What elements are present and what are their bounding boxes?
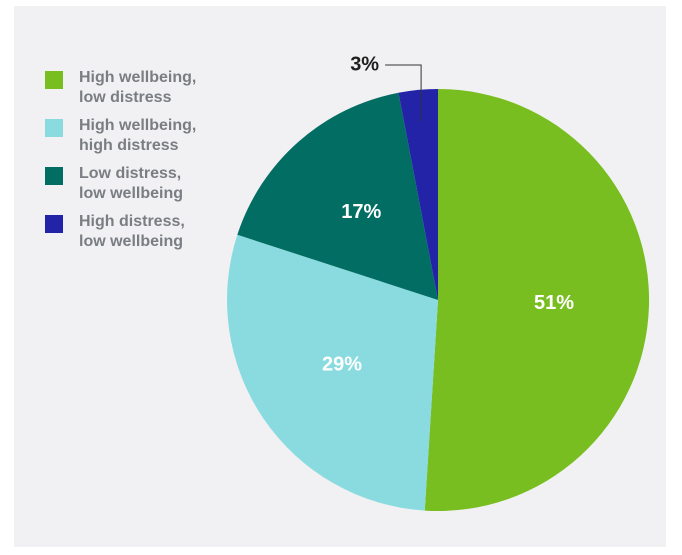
slice-label: 17% [341,201,381,223]
legend-swatch [45,215,63,233]
legend-item: High wellbeing, low distress [45,68,245,116]
legend-label: High wellbeing, high distress [79,116,249,156]
legend-label: High distress, low wellbeing [79,212,249,252]
legend-label-line: low wellbeing [79,233,184,250]
pie-slice [237,92,438,301]
callout-label: 3% [350,53,379,75]
legend-item: High distress, low wellbeing [45,212,245,260]
callout-line [385,64,422,122]
legend-label-line: High wellbeing, [79,69,197,86]
slice-label: 29% [322,353,362,375]
pie-slice [227,234,438,511]
pie-slice [424,88,650,511]
legend-label: Low distress, low wellbeing [79,164,249,204]
legend-item: High wellbeing, high distress [45,116,245,164]
legend-label-line: Low distress, [79,165,182,182]
legend-label-line: high distress [79,137,179,154]
legend-label: High wellbeing, low distress [79,68,249,108]
legend-label-line: High wellbeing, [79,117,197,134]
legend-label-line: low wellbeing [79,185,184,202]
legend-label-line: low distress [79,89,172,106]
legend-item: Low distress, low wellbeing [45,164,245,212]
legend: High wellbeing, low distress High wellbe… [45,68,245,260]
legend-swatch [45,119,63,137]
legend-swatch [45,71,63,89]
legend-swatch [45,167,63,185]
legend-label-line: High distress, [79,213,185,230]
slice-label: 51% [534,292,574,314]
pie-slice [398,89,438,300]
